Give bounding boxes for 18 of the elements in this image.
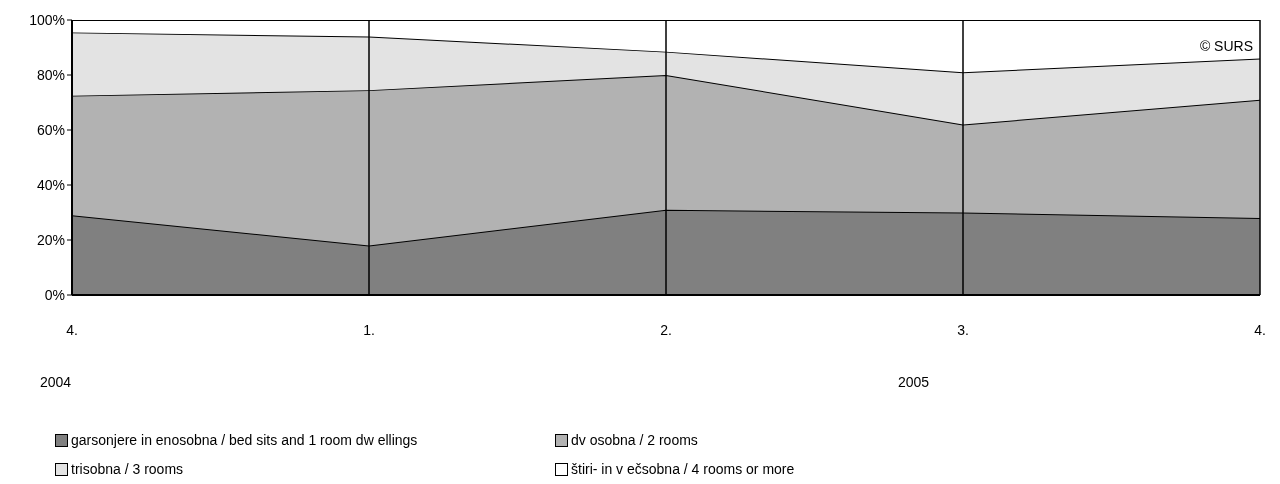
text: 2005 bbox=[898, 374, 930, 390]
y-tick-label: 100% bbox=[29, 11, 65, 28]
legend-label: trisobna / 3 rooms bbox=[71, 461, 184, 477]
legend-label: dv osobna / 2 rooms bbox=[571, 432, 698, 448]
y-tick-label: 80% bbox=[36, 66, 65, 83]
y-tick-label: 40% bbox=[36, 176, 65, 193]
x-tick-label: 2. bbox=[660, 321, 672, 338]
y-tick-label: 0% bbox=[44, 286, 65, 303]
y-tick-label: 60% bbox=[36, 121, 65, 138]
x-tick-label: 1. bbox=[363, 321, 375, 338]
annotation: © SURS bbox=[1198, 38, 1253, 54]
x-tick-label: 4. bbox=[1254, 321, 1266, 338]
text: 2004 bbox=[40, 374, 72, 390]
x-tick-label: 4. bbox=[66, 321, 78, 338]
y-tick-label: 20% bbox=[36, 231, 65, 248]
x-tick-label: 3. bbox=[957, 321, 969, 338]
legend-label: garsonjere in enosobna / bed sits and 1 room dw ellings bbox=[71, 432, 418, 448]
legend-label: štiri- in v ečsobna / 4 rooms or more bbox=[571, 461, 795, 477]
